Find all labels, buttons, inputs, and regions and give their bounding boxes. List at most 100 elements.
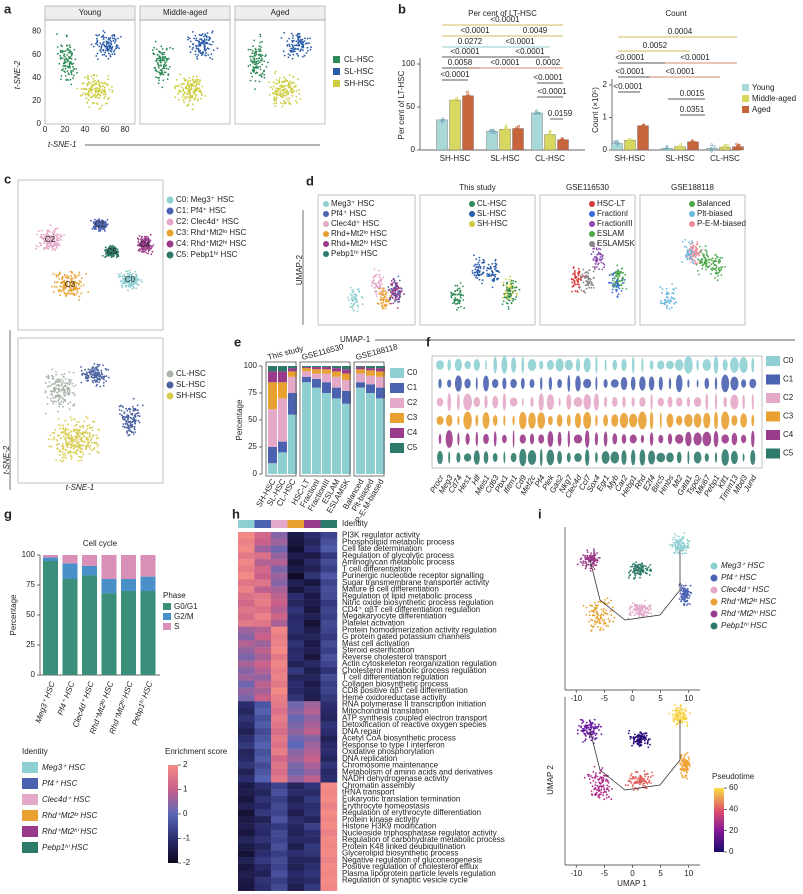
violin xyxy=(521,397,524,407)
cell-dot xyxy=(186,87,189,90)
cell-dot xyxy=(192,103,194,106)
cell-dot xyxy=(348,299,351,302)
cell-dot xyxy=(125,415,128,418)
cell-dot xyxy=(69,401,72,404)
cell-dot xyxy=(361,297,364,299)
cell-dot xyxy=(133,277,136,280)
heatmap-cell xyxy=(271,552,288,560)
cell-dot xyxy=(100,371,103,374)
cell-dot xyxy=(162,67,164,70)
heatmap-cell xyxy=(304,768,321,776)
cell-dot xyxy=(56,391,58,394)
cell-dot xyxy=(714,277,716,279)
heatmap-cell xyxy=(287,850,305,858)
cell-dot xyxy=(399,290,402,293)
cell-dot xyxy=(64,399,67,402)
cell-dot xyxy=(91,92,93,95)
cell-dot xyxy=(58,271,61,274)
heatmap-cell xyxy=(238,674,255,682)
p-value: 0.0052 xyxy=(643,41,668,50)
violin xyxy=(696,359,699,371)
cell-dot xyxy=(98,224,101,227)
cell-dot xyxy=(275,87,278,90)
cell-dot xyxy=(39,241,41,244)
cell-dot xyxy=(182,83,185,85)
violin xyxy=(527,450,537,465)
bar-segment xyxy=(366,384,375,393)
cell-dot xyxy=(513,286,516,289)
cell-dot xyxy=(90,95,93,98)
cell-dot xyxy=(86,379,88,382)
violin xyxy=(674,359,684,371)
sample-dot xyxy=(641,124,645,127)
cell-dot xyxy=(102,381,105,384)
cell-dot xyxy=(85,375,87,378)
cell-dot xyxy=(689,257,692,260)
cell-dot xyxy=(59,424,62,427)
cell-dot xyxy=(610,273,613,276)
cell-dot xyxy=(578,284,580,286)
cell-dot xyxy=(273,98,275,101)
cell-dot xyxy=(70,61,72,63)
cell-dot xyxy=(309,37,311,40)
heatmap-cell xyxy=(271,714,288,722)
cell-dot xyxy=(98,227,100,230)
cell-dot xyxy=(668,308,671,310)
cell-dot xyxy=(196,80,199,83)
cell-dot xyxy=(103,89,106,92)
cell-dot xyxy=(258,57,260,60)
heatmap-cell xyxy=(304,789,321,797)
cell-dot xyxy=(585,271,587,274)
cell-dot xyxy=(512,280,515,282)
cell-dot xyxy=(67,383,69,385)
cell-dot xyxy=(204,45,206,48)
cell-dot xyxy=(289,90,292,93)
heatmap-cell xyxy=(320,667,338,675)
cell-dot xyxy=(204,33,206,36)
violin xyxy=(640,434,644,444)
heatmap-cell xyxy=(238,829,255,837)
cell-dot xyxy=(574,290,577,292)
cell-dot xyxy=(44,412,47,415)
cell-dot xyxy=(94,218,96,221)
cell-dot xyxy=(714,254,717,256)
violin xyxy=(621,434,627,444)
cell-dot xyxy=(690,245,692,248)
cell-dot xyxy=(68,408,71,410)
violin xyxy=(629,434,637,444)
cell-dot xyxy=(124,284,126,287)
cell-dot xyxy=(719,257,722,259)
cell-dot xyxy=(103,86,106,88)
cell-dot xyxy=(396,282,398,285)
cell-dot xyxy=(80,277,83,279)
cell-dot xyxy=(73,403,76,405)
cell-dot xyxy=(95,385,98,387)
cell-dot xyxy=(481,279,484,281)
cell-dot xyxy=(195,47,198,50)
heatmap-cell xyxy=(238,816,255,824)
cell-dot xyxy=(52,229,55,232)
cell-dot xyxy=(85,437,88,439)
cell-dot xyxy=(252,66,255,68)
cell-dot xyxy=(620,290,623,292)
heatmap-cell xyxy=(238,694,255,702)
cell-dot xyxy=(681,240,684,243)
cell-dot xyxy=(696,270,699,272)
cell-dot xyxy=(356,310,359,312)
cell-dot xyxy=(508,286,511,288)
cell-dot xyxy=(64,65,66,68)
cell-dot xyxy=(113,50,115,53)
cell-dot xyxy=(250,72,252,75)
bar-segment xyxy=(43,555,58,558)
legend-swatch xyxy=(22,810,38,821)
cell-dot xyxy=(259,68,262,71)
cell-dot xyxy=(294,47,297,50)
heatmap-cell xyxy=(287,816,305,824)
cell-dot xyxy=(478,278,481,281)
heatmap-cell xyxy=(254,647,272,655)
cell-dot xyxy=(186,92,188,95)
cell-dot xyxy=(118,47,120,50)
x-tick-label: SL-HSC xyxy=(490,154,520,163)
cell-dot xyxy=(249,48,252,51)
